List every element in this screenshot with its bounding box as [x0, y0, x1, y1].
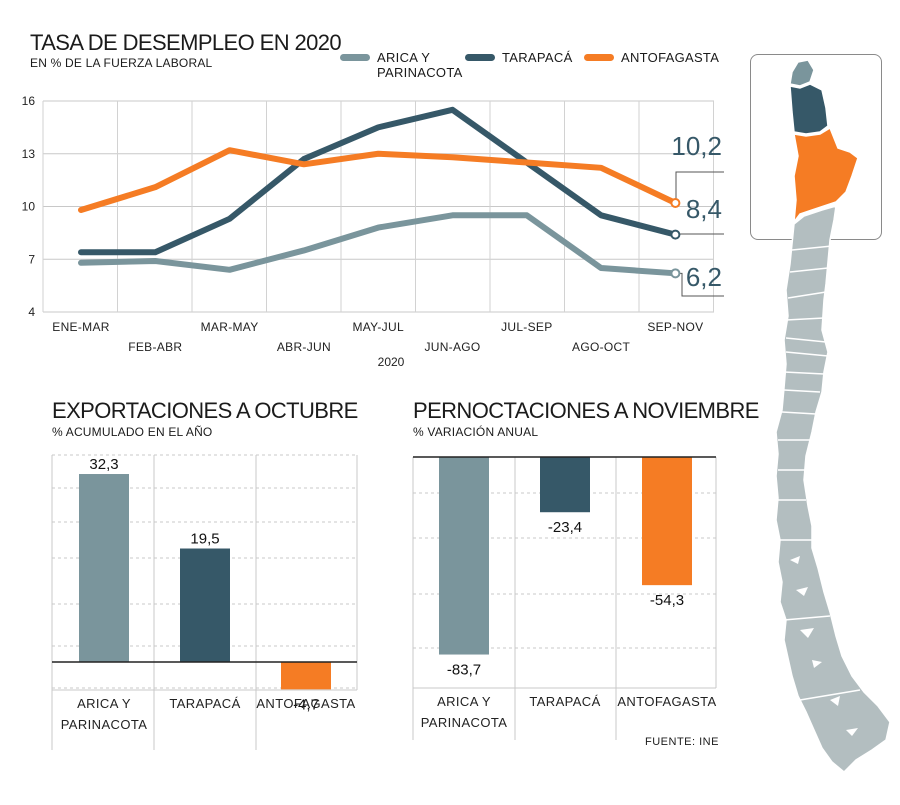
legend-item-arica: ARICA Y PARINACOTA	[340, 50, 463, 80]
line-chart-subtitle: EN % DE LA FUERZA LABORAL	[30, 56, 213, 70]
bar-tarapaca	[180, 548, 230, 662]
map-region-rest	[775, 204, 891, 774]
y-tick-label: 10	[22, 200, 36, 214]
source-note: FUENTE: INE	[645, 736, 719, 748]
exports-bar-chart: 32,3 ARICA Y PARINACOTA 19,5 TARAPACÁ -4,7ANT…	[51, 454, 358, 750]
nights-bar-chart: -83,7 ARICA Y PARINACOTA -23,4 TARAPACÁ -54,3…	[412, 456, 717, 740]
category-label-tarapaca: TARAPACÁ	[169, 696, 240, 711]
unemployment-line-chart: 4 7 10 13 16 ENE-MAR FEB-ABR MAR-MAY ABR-JUN MAY-…	[22, 94, 724, 369]
end-value-label-tarapaca: 8,4	[686, 194, 722, 224]
category-label-tarapaca: TARAPACÁ	[529, 694, 600, 709]
y-tick-label: 13	[22, 147, 36, 161]
legend-label-antofagasta: ANTOFAGASTA	[621, 50, 720, 65]
x-tick-label-feb-abr: FEB-ABR	[128, 340, 182, 354]
legend-item-antofagasta: ANTOFAGASTA	[584, 50, 719, 65]
x-tick-label-sep-nov: SEP-NOV	[647, 320, 703, 334]
x-tick-label-ago-oct: AGO-OCT	[572, 340, 630, 354]
series-line-arica-y-parinacota	[78, 212, 679, 277]
y-tick-label: 4	[28, 305, 35, 319]
legend-swatch-arica	[340, 54, 370, 61]
end-value-label-antofagasta: 10,2	[671, 131, 722, 161]
series-line-tarapaca	[78, 106, 679, 256]
end-value-label-arica-y-parinacota: 6,2	[686, 262, 722, 292]
legend-swatch-tarapaca	[465, 54, 495, 61]
bar-arica-y-parinacota	[79, 474, 129, 662]
legend-label-arica-line1: ARICA Y	[377, 50, 431, 65]
category-label-arica-y-parinacota: ARICA Y	[77, 696, 131, 711]
bar-arica-y-parinacota	[439, 457, 489, 655]
legend-label-arica-line2: PARINACOTA	[377, 65, 463, 80]
x-tick-label-jun-ago: JUN-AGO	[424, 340, 480, 354]
chile-map	[775, 59, 891, 774]
bar-antofagasta	[281, 662, 331, 690]
x-tick-label-may-jul: MAY-JUL	[352, 320, 403, 334]
y-tick-label: 7	[28, 252, 35, 266]
end-marker-antofagasta	[670, 197, 681, 208]
end-marker-arica-y-parinacota	[670, 268, 681, 279]
category-label-antofagasta: ANTOFAGASTA	[617, 694, 716, 709]
y-tick-label: 16	[22, 94, 36, 108]
x-tick-label-mar-may: MAR-MAY	[201, 320, 259, 334]
value-label-arica-y-parinacota: 32,3	[89, 456, 118, 473]
value-label-antofagasta: -4,7	[293, 696, 319, 713]
series-line-antofagasta	[78, 147, 679, 214]
value-label-tarapaca: -23,4	[548, 519, 582, 536]
map-region-tarapaca	[789, 83, 829, 135]
x-tick-label-abr-jun: ABR-JUN	[277, 340, 331, 354]
legend-item-tarapaca: TARAPACÁ	[465, 50, 573, 65]
category-label-antofagasta: ANTOFAGASTA	[256, 696, 355, 711]
exports-chart-subtitle: % ACUMULADO EN EL AÑO	[52, 425, 213, 439]
x-tick-label-ene-mar: ENE-MAR	[52, 320, 109, 334]
x-tick-label-jul-sep: JUL-SEP	[501, 320, 552, 334]
bar-tarapaca	[540, 457, 590, 513]
category-label-arica-y-parinacota: PARINACOTA	[61, 717, 148, 732]
nights-chart-subtitle: % VARIACIÓN ANUAL	[413, 425, 539, 439]
map-region-antofagasta	[793, 126, 859, 225]
value-label-antofagasta: -54,3	[650, 592, 684, 609]
legend-swatch-antofagasta	[584, 54, 614, 61]
value-label-arica-y-parinacota: -83,7	[447, 662, 481, 679]
value-label-tarapaca: 19,5	[190, 531, 219, 548]
category-label-arica-y-parinacota: ARICA Y	[437, 694, 491, 709]
x-axis-title: 2020	[378, 355, 405, 369]
nights-chart-title: PERNOCTACIONES A NOVIEMBRE	[413, 398, 759, 423]
end-marker-tarapaca	[670, 229, 681, 240]
bar-antofagasta	[642, 457, 692, 586]
legend-label-tarapaca: TARAPACÁ	[502, 50, 573, 65]
map-region-arica	[789, 59, 815, 87]
line-chart-title: TASA DE DESEMPLEO EN 2020	[30, 30, 342, 55]
exports-chart-title: EXPORTACIONES A OCTUBRE	[52, 398, 358, 423]
category-label-arica-y-parinacota: PARINACOTA	[421, 715, 508, 730]
